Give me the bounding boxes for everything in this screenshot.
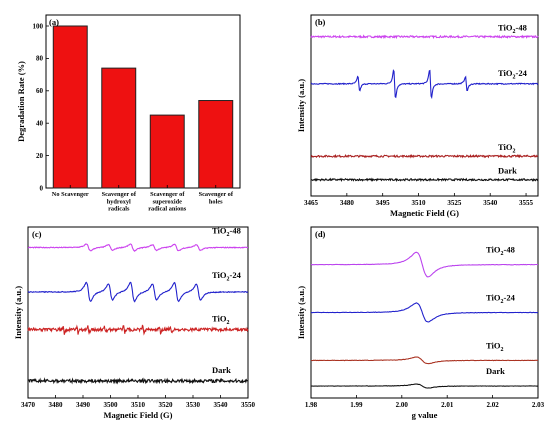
category-label: superoxide (153, 198, 182, 205)
y-axis-label: Intensity (a.u.) (296, 79, 306, 132)
x-tick-label: 3550 (241, 401, 256, 409)
bar (149, 114, 185, 189)
series-line (311, 356, 538, 365)
series-line (310, 383, 539, 389)
y-tick-label: 20 (36, 152, 44, 160)
series-line (310, 251, 539, 278)
x-tick-label: 3555 (519, 199, 534, 207)
bar (198, 100, 234, 189)
x-tick-label: 3470 (21, 401, 36, 409)
y-tick-label: 40 (36, 120, 44, 128)
x-tick-label: 2.01 (441, 401, 454, 409)
x-tick-label: 1.98 (305, 401, 318, 409)
series-line (310, 69, 539, 100)
x-tick-label: 2.03 (532, 401, 545, 409)
series-line (27, 324, 249, 336)
category-label: Scavenger of (150, 191, 185, 198)
series-line (310, 34, 539, 40)
x-tick-label: 3480 (49, 401, 64, 409)
x-tick-label: 3530 (186, 401, 201, 409)
x-tick-label: 3480 (340, 199, 355, 207)
series-label: TiO2-48 (498, 23, 527, 36)
series-label: Dark (498, 166, 517, 176)
panel-c: 3470 3480 3490 3500 3510 3520 3530 3540 3550 Magn… (13, 226, 256, 420)
y-tick-label: 100 (33, 22, 44, 30)
series-label: TiO2 (498, 142, 516, 155)
x-tick-label: 3520 (159, 401, 174, 409)
series-line (27, 243, 248, 253)
series-line (310, 177, 539, 183)
series-label: TiO2-24 (498, 68, 528, 81)
category-label: hydroxyl (107, 198, 131, 205)
x-axis-label: Magnetic Field (G) (390, 208, 459, 218)
y-axis-label: Degradation Rate (%) (16, 61, 26, 142)
x-tick-label: 3510 (412, 199, 427, 207)
series-line (27, 281, 249, 303)
category-label: Scavenger of (199, 191, 234, 198)
series-label: TiO2-24 (212, 270, 242, 283)
x-tick-label: 3465 (304, 199, 319, 207)
x-tick-label: 2.02 (486, 401, 499, 409)
series-label: TiO2-48 (212, 226, 241, 239)
y-tick-label: 0 (40, 184, 44, 192)
bar (52, 25, 88, 189)
x-tick-label: 3500 (104, 401, 119, 409)
x-tick-label: 3540 (214, 401, 229, 409)
x-tick-label: 2.00 (396, 401, 409, 409)
bar (101, 67, 137, 189)
y-tick-label: 60 (36, 87, 44, 95)
series-label: Dark (212, 365, 231, 375)
panel-b: 3465 3480 3495 3510 3525 3540 3555 Magnetic Fie… (296, 14, 539, 218)
x-axis-label: Magnetic Field (G) (104, 410, 173, 420)
panel-d: 1.98 1.99 2.00 2.01 2.02 2.03 g value Intensity… (296, 226, 545, 420)
x-tick-label: 3525 (447, 199, 462, 207)
x-axis-label: g value (412, 410, 438, 420)
panel-a: 0 20 40 60 80 100 Degradation Rate (%) No Scave… (16, 14, 241, 213)
category-label: Scavenger of (102, 191, 137, 198)
series-label: TiO2 (486, 340, 504, 353)
x-tick-label: 1.99 (350, 401, 363, 409)
category-label: holes (209, 198, 223, 205)
panel-label: (a) (49, 17, 59, 27)
x-tick-label: 3510 (131, 401, 146, 409)
panel-label: (d) (315, 229, 326, 239)
x-tick-label: 3540 (483, 199, 498, 207)
plot-frame (45, 14, 241, 189)
panel-label: (b) (315, 17, 326, 27)
series-label: TiO2-24 (486, 293, 516, 306)
series-line (310, 153, 539, 159)
series-label: Dark (486, 366, 505, 376)
y-axis-label: Intensity (a.u.) (13, 286, 23, 339)
category-label: radical anions (148, 206, 187, 213)
series-line (311, 302, 539, 323)
y-tick-label: 80 (36, 55, 44, 63)
series-line (27, 377, 249, 385)
y-axis-label: Intensity (a.u.) (296, 286, 306, 339)
series-label: TiO2-48 (486, 245, 515, 258)
category-label: No Scavenger (52, 191, 89, 198)
x-tick-label: 3495 (376, 199, 391, 207)
panel-label: (c) (32, 229, 42, 239)
category-label: radicals (108, 206, 130, 213)
plot-frame (310, 14, 539, 197)
x-tick-label: 3490 (76, 401, 91, 409)
series-label: TiO2 (212, 314, 230, 327)
